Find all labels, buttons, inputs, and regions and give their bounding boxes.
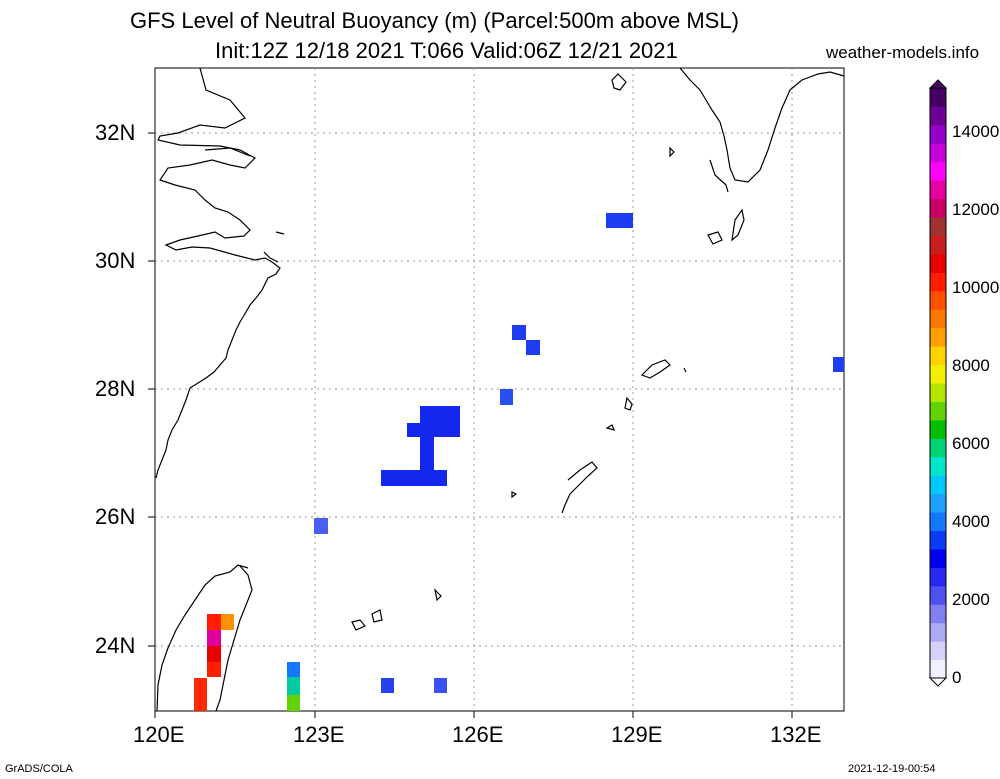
colorbar-swatch [930,106,946,126]
cell [207,662,221,677]
cell [434,678,447,693]
site-credit: weather-models.info [826,43,980,62]
colorbar-label: 8000 [952,356,990,375]
colorbar-swatch [930,327,946,347]
colorbar-swatch [930,143,946,163]
chart-subtitle: Init:12Z 12/18 2021 T:066 Valid:06Z 12/2… [215,38,678,63]
footer-credit: GrADS/COLA [5,763,73,775]
lon-label-132e: 132E [770,722,822,747]
cell [314,518,328,534]
cell [833,357,844,372]
colorbar-swatch [930,659,946,679]
cell [606,213,633,228]
colorbar-swatch [930,253,946,273]
colorbar-swatch [930,419,946,439]
cell [287,695,300,711]
coastlines [155,67,845,712]
colorbar-swatch [930,456,946,476]
colorbar-label: 12000 [952,200,1000,219]
colorbar-swatch [930,290,946,310]
data-cells [194,213,844,711]
lat-label-26n: 26N [95,504,136,529]
tick-marks [148,132,793,718]
colorbar-swatch [930,346,946,366]
colorbar-label: 6000 [952,434,990,453]
colorbar-swatch [930,124,946,144]
cell [526,340,540,355]
cell [207,630,221,646]
colorbar-swatch [930,198,946,218]
colorbar-swatch [930,180,946,200]
lat-label-28n: 28N [95,376,136,401]
lat-label-30n: 30N [95,248,136,273]
cell [287,662,300,677]
cell [207,646,221,662]
chart-title: GFS Level of Neutral Buoyancy (m) (Parce… [130,8,739,33]
cell [381,678,394,693]
cell [194,678,207,711]
cell [381,406,460,486]
colorbar-label: 4000 [952,512,990,531]
colorbar-label: 14000 [952,122,1000,141]
lat-label-24n: 24N [95,633,136,658]
colorbar-swatch [930,88,946,107]
colorbar-swatch [930,383,946,402]
colorbar [929,87,947,679]
cell [512,325,526,340]
colorbar-swatch [930,309,946,329]
lat-label-32n: 32N [95,120,136,145]
colorbar-swatch [930,585,946,605]
colorbar-swatch [930,235,946,255]
footer-timestamp: 2021-12-19-00:54 [848,763,936,775]
lon-label-129e: 129E [611,722,663,747]
colorbar-swatch [930,493,946,513]
colorbar-swatch [930,217,946,236]
colorbar-swatch [930,567,946,587]
colorbar-swatch [930,364,946,384]
cell [221,614,234,630]
colorbar-swatch [930,641,946,661]
lon-label-120e: 120E [133,722,185,747]
colorbar-label: 10000 [952,278,1000,297]
lon-label-126e: 126E [452,722,504,747]
colorbar-label: 0 [952,668,962,687]
colorbar-swatch [930,272,946,292]
colorbar-swatch [930,622,946,642]
colorbar-swatch [930,401,946,421]
colorbar-swatch [930,161,946,181]
colorbar-swatch [930,512,946,531]
cell [287,677,300,695]
colorbar-swatch [930,438,946,458]
lon-label-123e: 123E [293,722,345,747]
colorbar-swatch [930,475,946,495]
cell [500,389,513,405]
colorbar-swatch [930,530,946,550]
colorbar-label: 2000 [952,590,990,609]
colorbar-top-arrow [928,79,948,89]
colorbar-bottom-arrow [928,677,948,687]
colorbar-swatch [930,604,946,624]
colorbar-swatch [930,548,946,568]
